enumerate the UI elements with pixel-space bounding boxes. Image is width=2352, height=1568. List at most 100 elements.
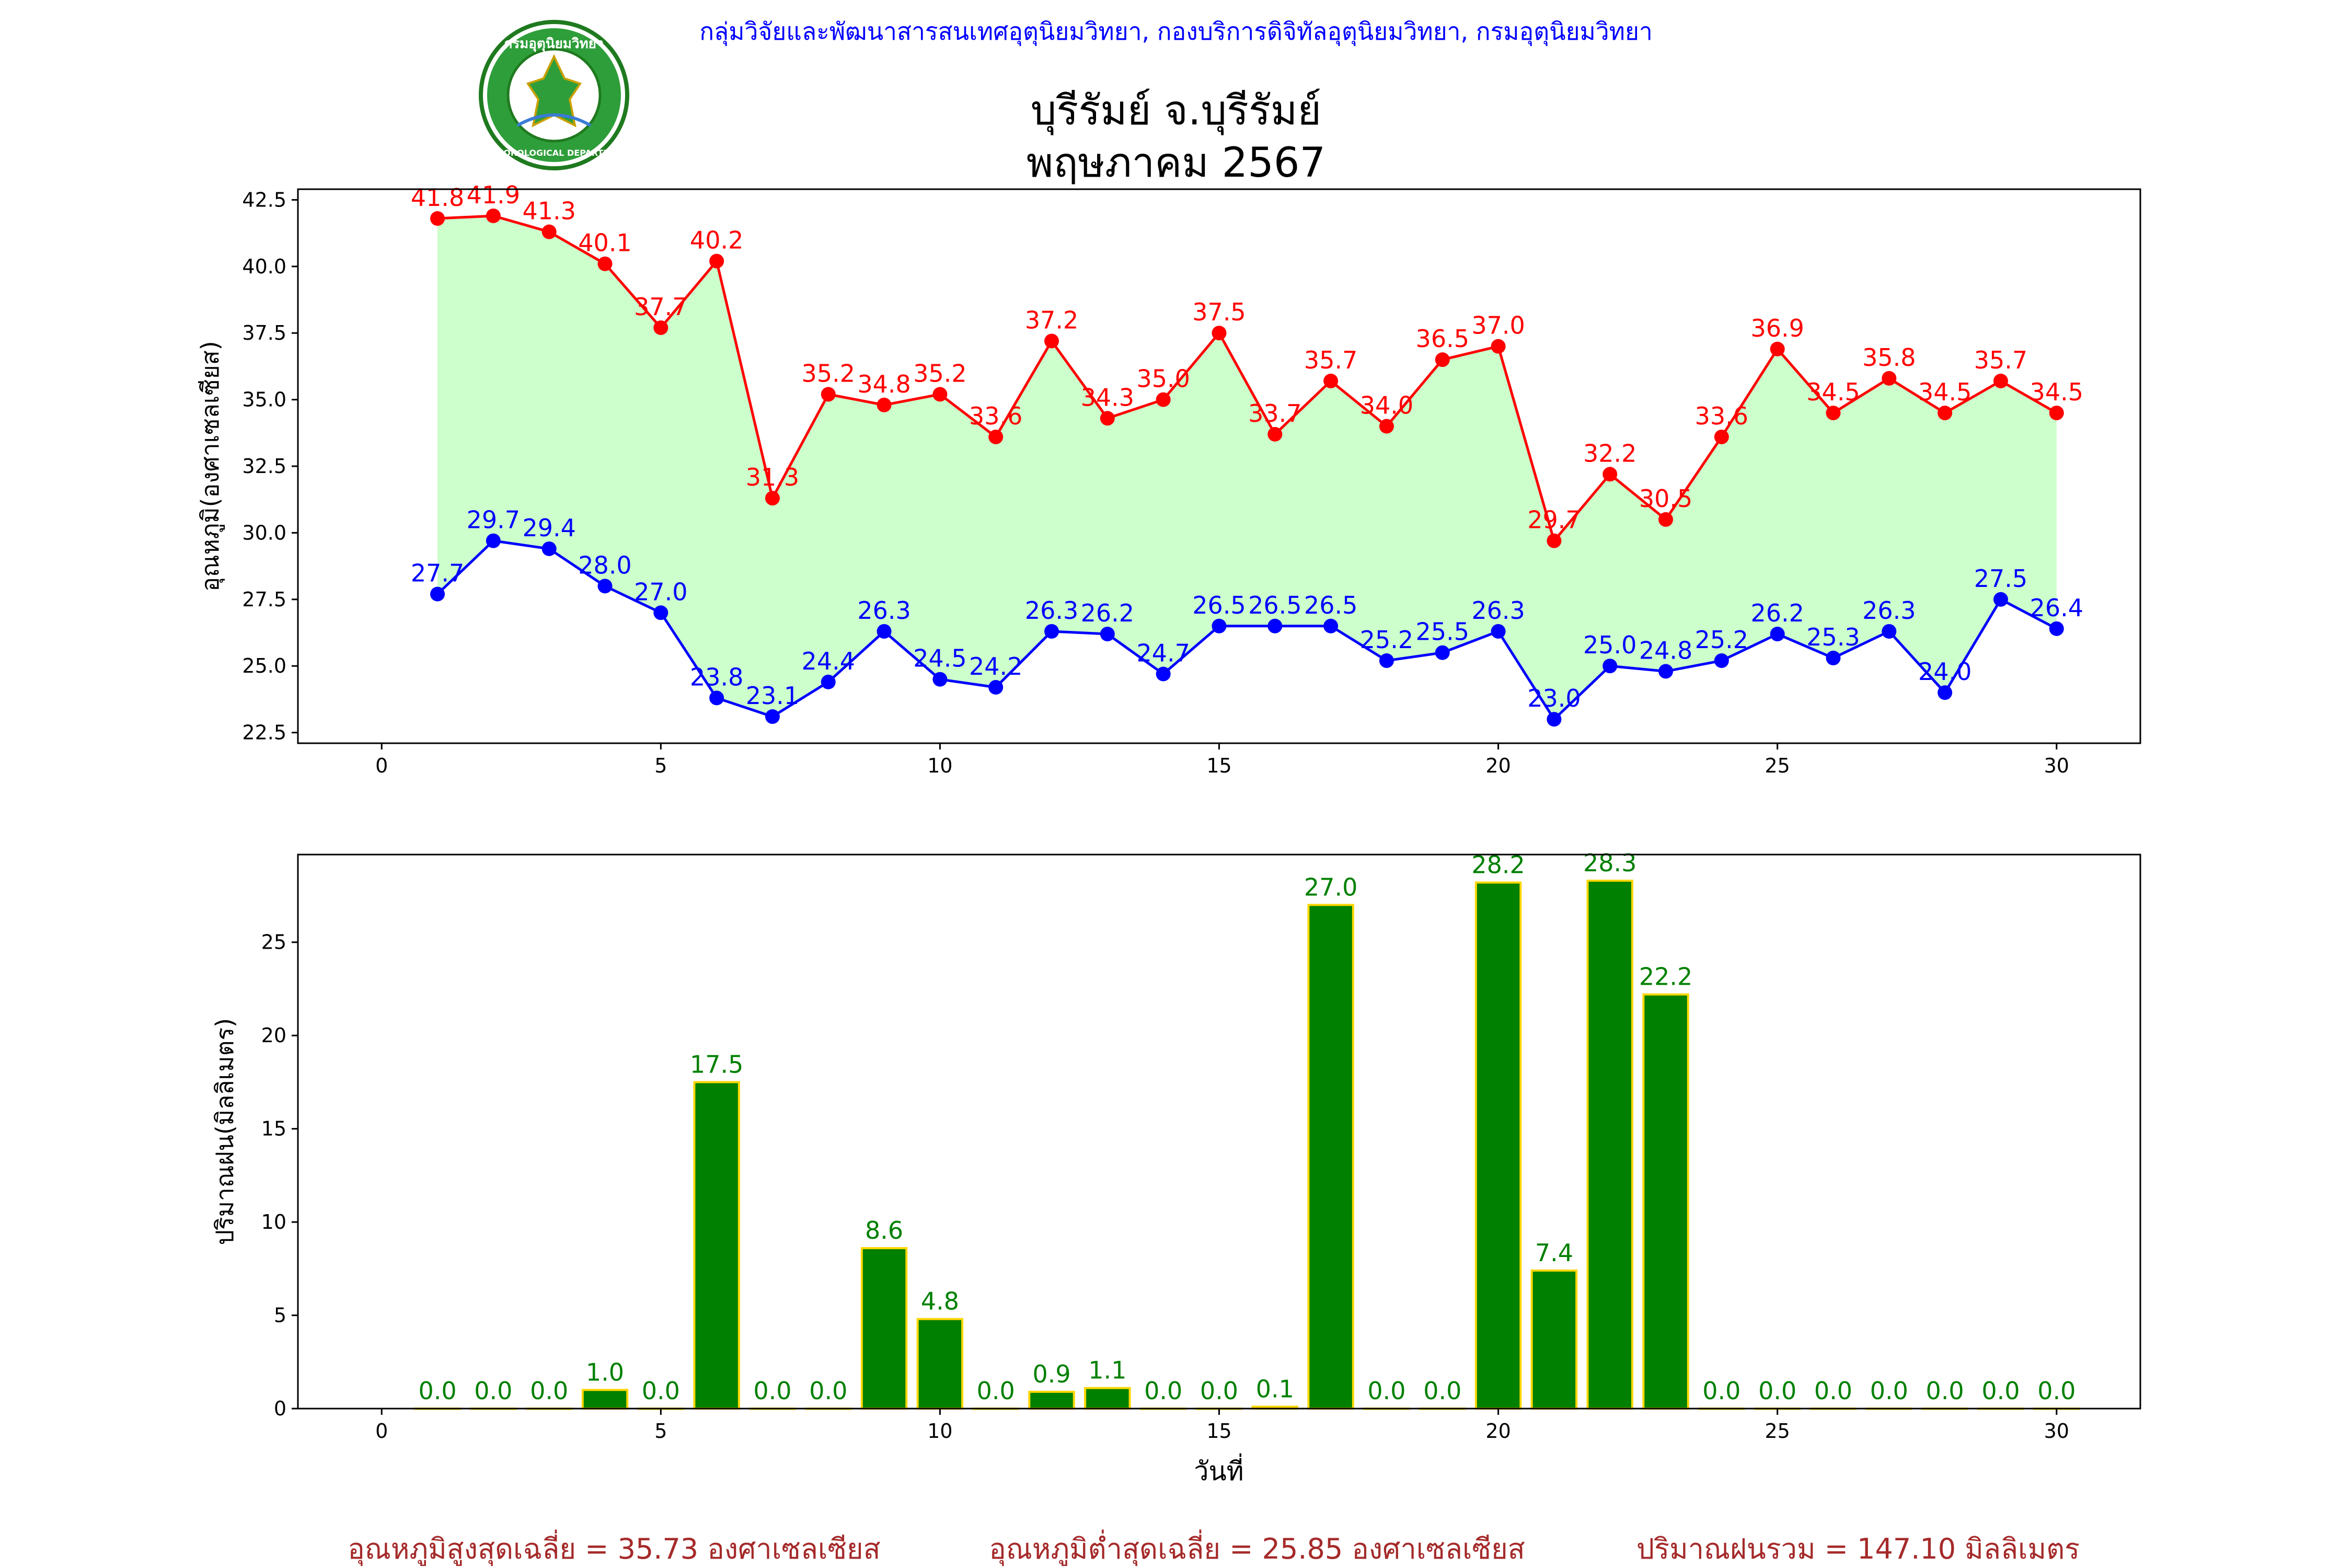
min-temperature-label: 26.3 (1862, 596, 1916, 625)
rainfall-bar (916, 1318, 964, 1410)
logo-top-text: กรมอุตุนิยมวิทยา (504, 36, 604, 52)
max-temperature-label: 37.2 (1025, 306, 1078, 334)
min-temperature-label: 26.2 (1750, 599, 1804, 627)
min-temperature-point (597, 579, 613, 594)
max-temperature-label: 35.7 (1974, 346, 2027, 374)
min-temperature-label: 25.2 (1695, 626, 1748, 654)
temperature-x-tick-label: 15 (1206, 754, 1231, 777)
rainfall-bar-label: 0.0 (977, 1377, 1015, 1405)
min-temperature-point (2049, 621, 2064, 636)
temperature-y-tick-label: 37.5 (242, 321, 286, 344)
rainfall-bar-label: 7.4 (1535, 1239, 1573, 1267)
min-temperature-label: 27.0 (634, 578, 687, 606)
rainfall-bar-label: 0.0 (1758, 1377, 1796, 1405)
rainfall-bar (1307, 904, 1354, 1410)
max-temperature-label: 29.7 (1527, 506, 1581, 534)
rainfall-bar (1028, 1390, 1075, 1410)
max-temperature-point (1323, 373, 1339, 388)
max-temperature-label: 41.9 (467, 181, 520, 209)
max-temperature-point (1770, 341, 1785, 356)
max-temperature-label: 32.2 (1583, 439, 1636, 467)
meteorological-department-logo: กรมอุตุนิยมวิทยา METEOROLOGICAL DEPARTME… (478, 20, 630, 170)
min-temperature-point (1938, 685, 1953, 700)
min-temperature-point (1379, 653, 1394, 668)
temperature-y-tick-label: 27.5 (242, 588, 286, 611)
max-temperature-label: 33.7 (1248, 399, 1301, 428)
max-temperature-point (1491, 339, 1506, 354)
rainfall-bar-label: 28.3 (1583, 849, 1636, 877)
min-temperature-point (1658, 664, 1674, 679)
rainfall-bar-label: 22.2 (1639, 963, 1692, 991)
rainfall-bar-label: 8.6 (865, 1216, 903, 1244)
max-temperature-point (1882, 371, 1897, 386)
min-temperature-point (1100, 627, 1115, 642)
max-temperature-point (1993, 373, 2008, 388)
min-temperature-point (988, 679, 1004, 695)
max-temperature-label: 30.5 (1639, 485, 1692, 513)
rainfall-x-tick-label: 15 (1206, 1420, 1231, 1443)
max-temperature-label: 40.1 (578, 229, 631, 257)
min-temperature-point (1714, 653, 1729, 668)
max-temperature-line (437, 214, 2058, 544)
rainfall-bar-label: 27.0 (1304, 873, 1357, 901)
rainfall-y-tick-label: 5 (274, 1304, 286, 1327)
min-temperature-label: 26.3 (1025, 596, 1078, 625)
min-temperature-label: 26.3 (1471, 596, 1525, 625)
min-temperature-label: 24.7 (1136, 639, 1190, 667)
max-temperature-label: 37.7 (634, 293, 687, 321)
min-temperature-label: 26.5 (1304, 591, 1357, 619)
max-temperature-point (653, 320, 668, 335)
min-temperature-label: 28.0 (578, 551, 631, 579)
rainfall-y-axis-label: ปริมาณฝน(มิลลิเมตร) (211, 1018, 239, 1245)
avg-max-summary: อุณหภูมิสูงสุดเฉลี่ย = 35.73 องศาเซลเซีย… (348, 1529, 880, 1566)
temperature-x-tick-label: 20 (1485, 754, 1511, 777)
max-temperature-point (1267, 426, 1283, 442)
max-temperature-label: 37.0 (1471, 312, 1525, 340)
temperature-x-tick-label: 30 (2044, 754, 2069, 777)
min-temperature-label: 29.7 (467, 506, 520, 534)
max-temperature-point (541, 224, 557, 239)
temperature-y-tick-label: 22.5 (242, 721, 286, 744)
total-rain-summary: ปริมาณฝนรวม = 147.10 มิลลิเมตร (1636, 1532, 2080, 1565)
rainfall-bar-label: 0.0 (753, 1377, 791, 1405)
min-temperature-point (1212, 618, 1227, 633)
temperature-plot-frame (297, 188, 2141, 744)
max-temperature-point (1602, 467, 1618, 482)
min-temperature-point (1882, 624, 1897, 639)
rainfall-bar-label: 1.1 (1088, 1356, 1126, 1385)
logo-bottom-text: METEOROLOGICAL DEPARTMENT (478, 148, 630, 158)
min-temperature-point (1491, 624, 1506, 639)
min-temperature-point (653, 605, 668, 620)
rainfall-bar-label: 0.0 (1367, 1377, 1405, 1405)
max-temperature-label: 41.3 (522, 197, 575, 225)
rainfall-bar-label: 0.0 (809, 1377, 847, 1405)
min-temperature-label: 26.4 (2030, 594, 2083, 622)
rainfall-y-tick-label: 25 (261, 931, 286, 954)
min-temperature-point (932, 672, 948, 687)
max-temperature-label: 36.5 (1416, 325, 1469, 353)
temperature-range-fill (437, 215, 2057, 720)
max-temperature-label: 35.2 (913, 359, 966, 387)
rainfall-bar-label: 0.0 (1144, 1377, 1182, 1405)
rainfall-bar-label: 0.0 (1702, 1377, 1740, 1405)
max-temperature-label: 40.2 (690, 226, 743, 255)
rainfall-bar-label: 0.1 (1256, 1375, 1294, 1403)
min-temperature-point (877, 624, 892, 639)
rainfall-chart: 0.0 0.0 0.0 1.0 0.0 17.5 0.0 0.0 8.6 4.8 0.0 0.9 1.1… (211, 849, 2141, 1486)
max-temperature-point (1714, 429, 1729, 444)
rainfall-bar (1084, 1387, 1131, 1410)
temperature-y-tick-label: 25.0 (242, 654, 286, 677)
min-temperature-label: 24.2 (969, 652, 1022, 681)
min-temperature-point (821, 674, 836, 689)
temperature-y-tick-label: 35.0 (242, 388, 286, 411)
min-temperature-label: 25.5 (1416, 618, 1469, 646)
period-title: พฤษภาคม 2567 (1027, 140, 1325, 187)
rainfall-bar (1530, 1269, 1578, 1410)
max-temperature-point (1100, 411, 1115, 426)
rainfall-bar (1586, 879, 1633, 1410)
max-temperature-point (1156, 392, 1171, 407)
min-temperature-point (1044, 624, 1059, 639)
temperature-x-tick-label: 0 (375, 754, 388, 777)
max-temperature-point (1938, 406, 1953, 421)
min-temperature-point (486, 533, 501, 548)
